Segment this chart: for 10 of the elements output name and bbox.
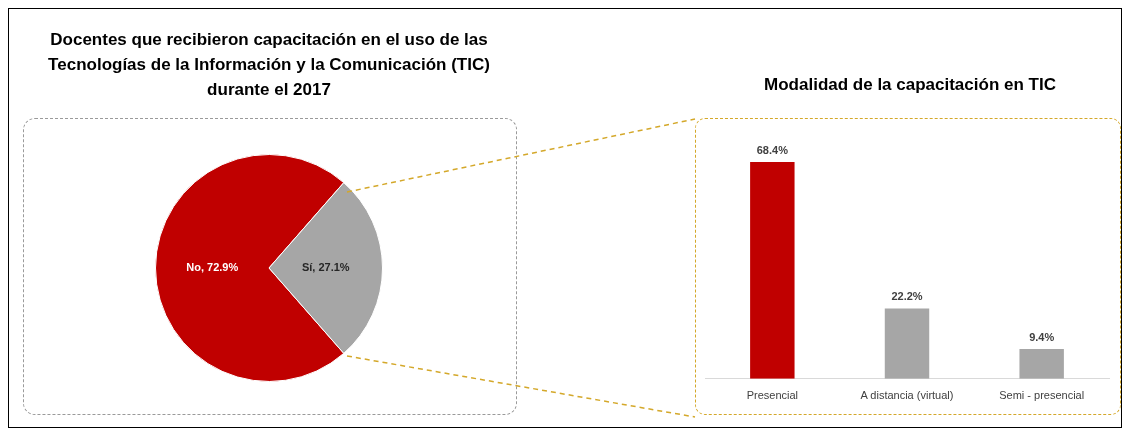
x-tick-label: A distancia (virtual)	[860, 389, 954, 402]
data-label: 9.4%	[1029, 330, 1055, 343]
chart-title: Modalidad de la capacitación en TIC	[763, 75, 1057, 95]
slice-label: Sí, 27.1%	[301, 261, 350, 274]
slice-label: No, 72.9%	[186, 261, 239, 274]
x-tick-label: Semi - presencial	[999, 389, 1085, 402]
x-tick-label: Presencial	[746, 389, 799, 402]
chart-title: Docentes que recibieron capacitación en el uso de las Tecnologías de la Información y la Comunicación (TIC) durante el 2017	[47, 29, 491, 101]
data-label: 22.2%	[891, 289, 923, 302]
data-label: 68.4%	[756, 143, 789, 156]
